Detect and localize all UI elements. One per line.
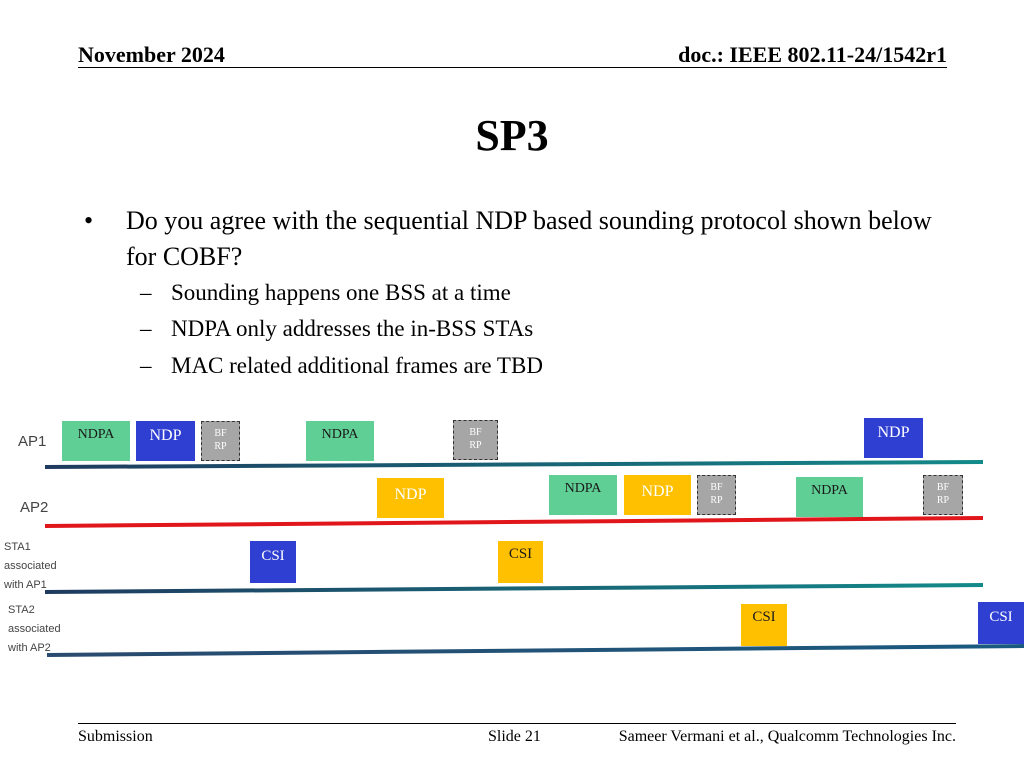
sub-bullet-text: NDPA only addresses the in-BSS STAs <box>171 316 534 341</box>
ap1-ndp-frame: NDP <box>136 421 195 461</box>
lane-label-sta1: STA1 associated with AP1 <box>4 541 57 591</box>
ap1-ndp-frame-2: NDP <box>864 418 923 458</box>
sub-bullet-text: MAC related additional frames are TBD <box>171 353 543 378</box>
sta2-csi-frame-2: CSI <box>978 602 1024 644</box>
ap1-ndpa-frame-2: NDPA <box>306 421 374 461</box>
footer-submission: Submission <box>78 728 153 745</box>
sounding-timeline-diagram: AP1 AP2 STA1 associated with AP1 STA2 as… <box>0 410 1024 680</box>
ap1-bf-rp-frame: BF RP <box>201 421 240 461</box>
ap2-ndpa-frame-2: NDPA <box>796 477 863 517</box>
ap2-bf-rp-frame: BF RP <box>697 475 736 515</box>
sta1-csi-frame: CSI <box>250 541 296 583</box>
timeline-lines <box>44 460 1024 657</box>
ap2-bf-rp-frame-2: BF RP <box>923 475 963 515</box>
header-date: November 2024 <box>78 42 225 67</box>
ap1-ndpa-frame: NDPA <box>62 421 130 461</box>
ap2-timeline <box>44 516 984 528</box>
footer-rule <box>78 723 956 724</box>
slide-title: SP3 <box>475 111 549 160</box>
ap2-ndp-frame: NDP <box>377 478 444 518</box>
ap2-ndpa-frame: NDPA <box>549 475 617 515</box>
ap1-bf-rp-frame-2: BF RP <box>453 420 498 460</box>
lane-label-ap1: AP1 <box>18 433 47 450</box>
sub-dash: – <box>140 280 152 305</box>
ap1-timeline <box>44 460 984 469</box>
sta1-csi-frame-2: CSI <box>498 541 543 583</box>
sta2-timeline <box>46 644 1024 657</box>
ap2-ndp-frame-2: NDP <box>624 475 691 515</box>
bullet-dot: • <box>84 206 94 235</box>
lane-label-ap2: AP2 <box>20 499 49 516</box>
sub-dash: – <box>140 316 152 341</box>
question-text: Do you agree with the sequential NDP bas… <box>126 206 932 271</box>
footer-slide-number: Slide 21 <box>488 728 541 745</box>
lane-label-sta2: STA2 associated with AP2 <box>8 604 61 654</box>
sta1-timeline <box>44 583 984 594</box>
header-doc-id: doc.: IEEE 802.11-24/1542r1 <box>678 42 947 67</box>
header-rule <box>78 67 947 68</box>
sub-bullet-text: Sounding happens one BSS at a time <box>171 280 511 305</box>
sta2-csi-frame: CSI <box>741 604 787 646</box>
footer-author: Sameer Vermani et al., Qualcomm Technolo… <box>618 728 956 745</box>
sub-dash: – <box>140 353 152 378</box>
